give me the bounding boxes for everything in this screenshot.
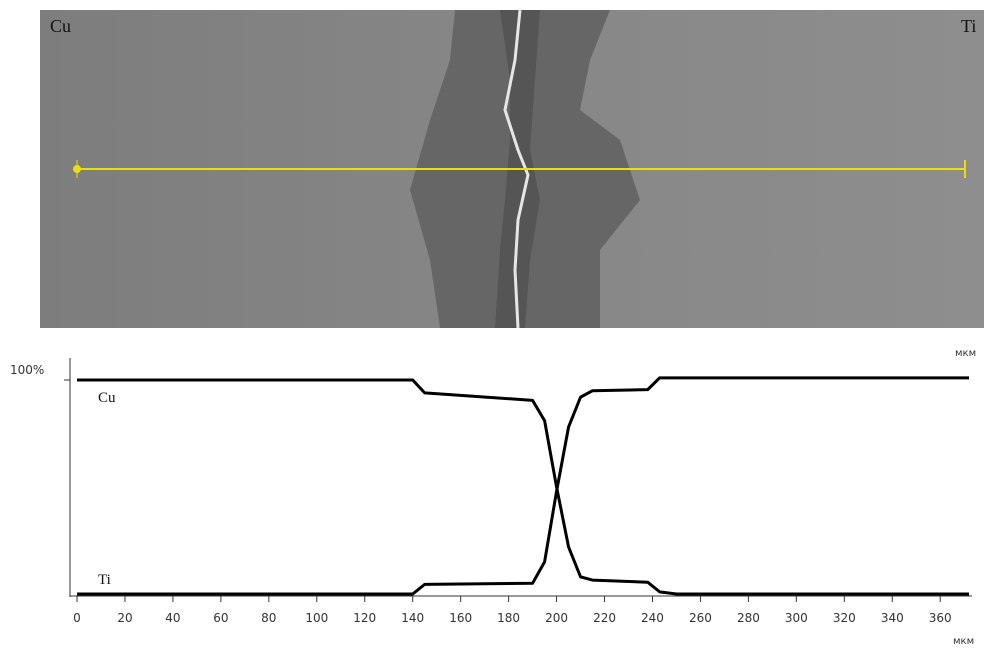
x-tick-label: 80 [261, 611, 276, 625]
x-tick-label: 300 [785, 611, 808, 625]
profile-line [77, 380, 969, 594]
x-tick-label: 240 [641, 611, 664, 625]
x-tick-label: 60 [213, 611, 228, 625]
x-tick-label: 160 [449, 611, 472, 625]
image-label: Ti [961, 16, 976, 36]
x-tick-label: 140 [401, 611, 424, 625]
y-tick-label: 100% [10, 363, 44, 377]
unit-label: мкм [955, 348, 976, 359]
profile-line [77, 378, 969, 594]
page: Cu Ti мкм мкм 0 20 40 60 80 100 120 140 160 180 20… [0, 0, 984, 649]
x-tick-label: 320 [833, 611, 856, 625]
x-tick-label: 340 [881, 611, 904, 625]
x-tick-label: 360 [929, 611, 952, 625]
micrograph: Cu Ti [40, 10, 984, 328]
figure: Cu Ti мкм мкм 0 20 40 60 80 100 120 140 160 180 20… [0, 0, 984, 649]
x-tick-label: 100 [305, 611, 328, 625]
x-tick-label: 0 [73, 611, 81, 625]
x-tick-label: 120 [353, 611, 376, 625]
chart: мкм мкм 0 20 40 60 80 100 120 140 160 180 200 220 24… [10, 348, 976, 647]
image-label: Cu [50, 16, 71, 36]
series-label: Ti [98, 572, 111, 588]
x-tick-label: 20 [117, 611, 132, 625]
series-label: Cu [98, 390, 116, 406]
x-tick-label: 180 [497, 611, 520, 625]
x-tick-label: 260 [689, 611, 712, 625]
x-axis-label: мкм [953, 636, 974, 647]
x-tick-label: 220 [593, 611, 616, 625]
x-tick-label: 200 [545, 611, 568, 625]
x-tick-label: 280 [737, 611, 760, 625]
x-tick-label: 40 [165, 611, 180, 625]
